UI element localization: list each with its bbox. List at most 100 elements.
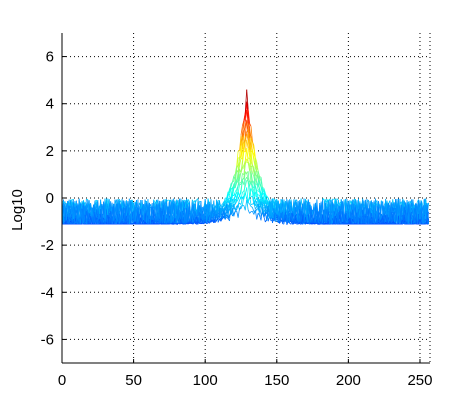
- mesh-segment: [240, 180, 243, 190]
- mesh-segment: [80, 202, 83, 209]
- mesh-segment: [306, 222, 309, 224]
- mesh-segment: [260, 176, 263, 188]
- mesh-segment: [260, 206, 263, 212]
- mesh-segment: [332, 198, 335, 200]
- mesh-segment: [104, 198, 107, 220]
- mesh-segment: [312, 222, 315, 225]
- mesh-segment: [386, 203, 389, 225]
- mesh-segment: [74, 206, 77, 211]
- mesh-segment: [243, 141, 246, 152]
- mesh-segment: [243, 186, 246, 191]
- mesh-segment: [209, 203, 212, 221]
- mesh-segment: [242, 190, 245, 193]
- mesh-segment: [250, 126, 253, 142]
- mesh-segment: [236, 199, 239, 202]
- mesh-segment: [87, 202, 90, 214]
- mesh-segment: [110, 214, 113, 217]
- mesh-segment: [247, 139, 250, 153]
- mesh-segment: [380, 201, 384, 224]
- mesh-segment: [124, 215, 127, 224]
- mesh-segment: [204, 199, 208, 221]
- mesh-segment: [200, 222, 203, 225]
- mesh-segment: [300, 203, 303, 223]
- mesh-segment: [310, 223, 313, 225]
- mesh-segment: [158, 204, 162, 224]
- mesh-segment: [399, 204, 402, 224]
- mesh-segment: [138, 217, 142, 225]
- mesh-segment: [214, 219, 218, 223]
- mesh-segment: [140, 217, 143, 225]
- mesh-segment: [249, 211, 252, 214]
- mesh-segment: [254, 191, 258, 197]
- mesh-segment: [256, 180, 259, 187]
- mesh-segment: [229, 203, 232, 215]
- mesh-segment: [250, 149, 253, 166]
- mesh-segment: [226, 191, 229, 198]
- mesh-segment: [157, 204, 160, 221]
- mesh-segment: [264, 205, 268, 209]
- mesh-segment: [211, 207, 215, 221]
- mesh-segment: [256, 175, 259, 180]
- mesh-segment: [332, 202, 335, 224]
- mesh-segment: [237, 184, 240, 194]
- mesh-segment: [234, 208, 237, 211]
- mesh-segment: [266, 199, 269, 205]
- mesh-segment: [257, 190, 260, 193]
- mesh-segment: [126, 205, 129, 224]
- mesh-segment: [256, 167, 259, 171]
- mesh-segment: [264, 195, 268, 199]
- mesh-segment: [203, 199, 206, 224]
- mesh-segment: [253, 167, 256, 176]
- mesh-segment: [347, 218, 351, 224]
- mesh-segment: [247, 178, 250, 182]
- mesh-segment: [230, 196, 233, 202]
- mesh-segment: [137, 202, 140, 224]
- mesh-segment: [246, 173, 249, 180]
- mesh-segment: [68, 217, 71, 221]
- mesh-segment: [252, 141, 255, 146]
- mesh-segment: [254, 186, 258, 192]
- mesh-segment: [210, 207, 213, 221]
- mesh-segment: [246, 161, 249, 164]
- mesh-segment: [242, 164, 245, 168]
- mesh-segment: [213, 216, 216, 219]
- mesh-segment: [217, 218, 220, 220]
- mesh-segment: [194, 211, 197, 217]
- mesh-segment: [249, 170, 252, 174]
- mesh-segment: [137, 211, 140, 225]
- mesh-segment: [230, 187, 233, 197]
- mesh-segment: [237, 195, 240, 200]
- mesh-segment: [253, 191, 256, 202]
- mesh-segment: [242, 120, 245, 126]
- mesh-segment: [243, 112, 246, 121]
- mesh-segment: [246, 139, 249, 149]
- mesh-segment: [85, 202, 89, 224]
- mesh-segment: [227, 191, 230, 195]
- mesh-segment: [232, 176, 235, 183]
- mesh-segment: [260, 200, 263, 203]
- mesh-segment: [246, 103, 249, 119]
- mesh-segment: [118, 205, 122, 224]
- mesh-segment: [164, 199, 167, 224]
- mesh-segment: [78, 200, 82, 224]
- mesh-segment: [283, 200, 286, 215]
- mesh-segment: [327, 209, 331, 217]
- mesh-segment: [77, 200, 80, 224]
- mesh-segment: [244, 89, 248, 113]
- mesh-segment: [292, 199, 295, 222]
- mesh-segment: [253, 160, 256, 168]
- mesh-segment: [242, 135, 245, 149]
- mesh-segment: [87, 212, 90, 224]
- mesh-segment: [307, 205, 311, 224]
- mesh-segment: [247, 180, 250, 186]
- mesh-segment: [255, 195, 257, 198]
- mesh-segment: [260, 195, 263, 203]
- mesh-segment: [170, 199, 173, 224]
- mesh-segment: [272, 202, 275, 220]
- mesh-segment: [199, 222, 202, 225]
- mesh-segment: [180, 202, 183, 220]
- mesh-segment: [150, 206, 153, 220]
- mesh-segment: [184, 208, 187, 224]
- mesh-segment: [239, 135, 242, 151]
